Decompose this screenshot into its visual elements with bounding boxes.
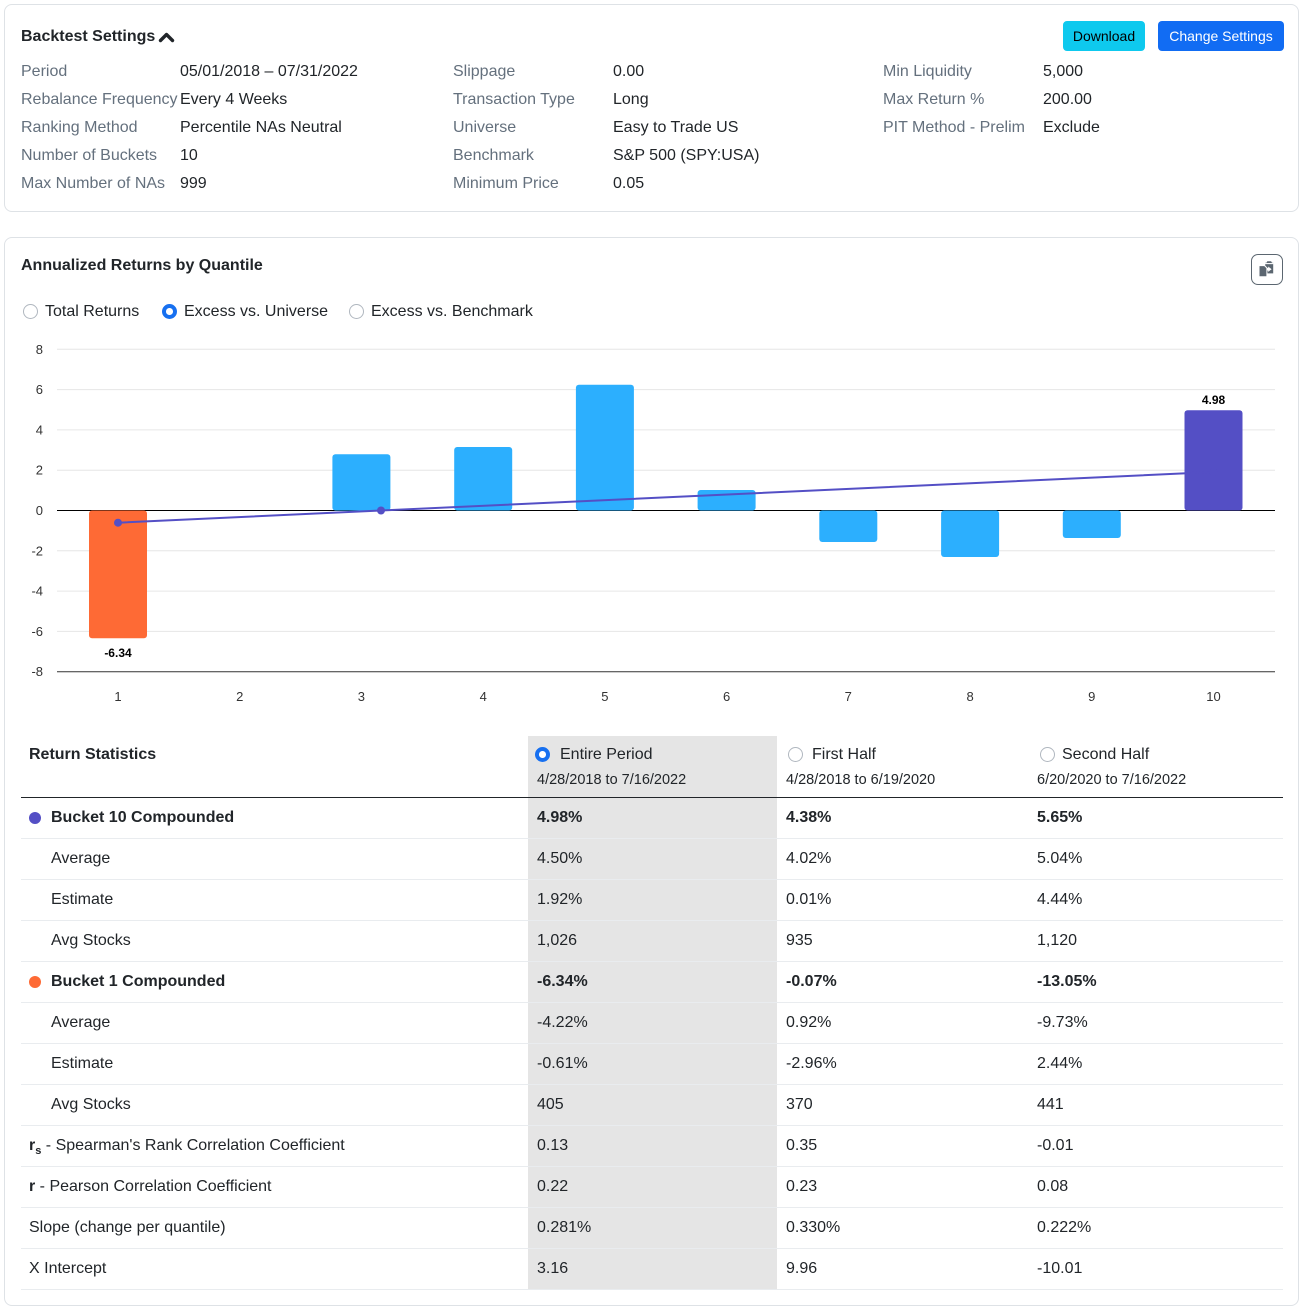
svg-text:9: 9 bbox=[1088, 689, 1095, 704]
svg-text:6: 6 bbox=[723, 689, 730, 704]
svg-text:-6.34: -6.34 bbox=[104, 646, 132, 660]
svg-text:4.98: 4.98 bbox=[1202, 393, 1226, 407]
svg-text:-6: -6 bbox=[31, 624, 43, 639]
svg-text:8: 8 bbox=[966, 689, 973, 704]
svg-text:-8: -8 bbox=[31, 664, 43, 679]
svg-text:0: 0 bbox=[36, 503, 43, 518]
svg-text:5: 5 bbox=[601, 689, 608, 704]
svg-text:-4: -4 bbox=[31, 584, 43, 599]
svg-text:6: 6 bbox=[36, 382, 43, 397]
svg-text:2: 2 bbox=[36, 463, 43, 478]
svg-text:2: 2 bbox=[236, 689, 243, 704]
svg-text:3: 3 bbox=[358, 689, 365, 704]
svg-text:-2: -2 bbox=[31, 543, 43, 558]
svg-text:4: 4 bbox=[480, 689, 487, 704]
svg-text:8: 8 bbox=[36, 342, 43, 357]
svg-text:10: 10 bbox=[1206, 689, 1220, 704]
svg-text:7: 7 bbox=[845, 689, 852, 704]
svg-text:1: 1 bbox=[114, 689, 121, 704]
svg-text:4: 4 bbox=[36, 422, 43, 437]
